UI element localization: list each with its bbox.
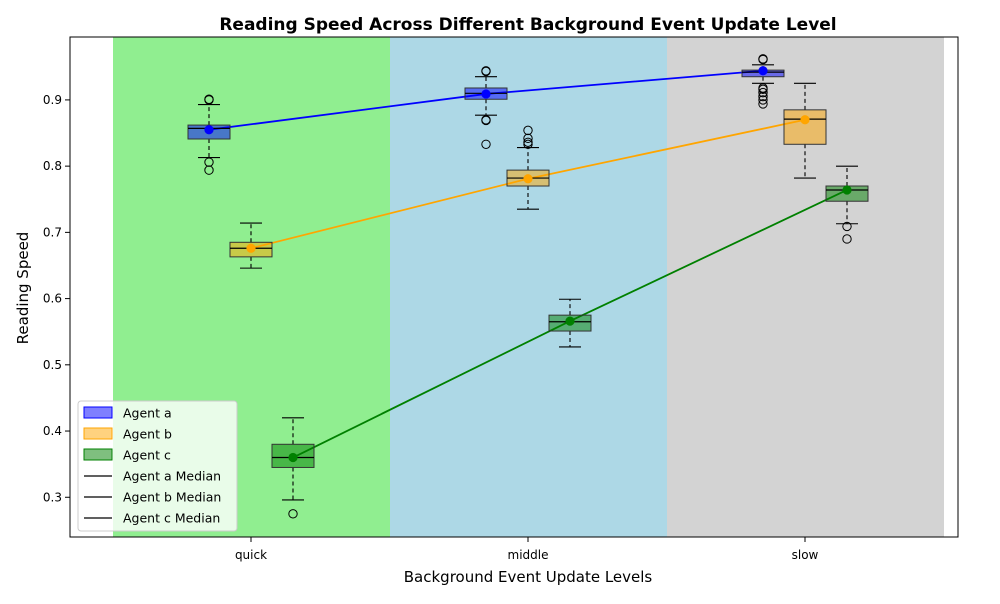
y-tick-label: 0.4 [43, 424, 62, 438]
chart-title: Reading Speed Across Different Backgroun… [219, 15, 836, 35]
y-tick-label: 0.6 [43, 292, 62, 306]
x-axis: quick middle slow [235, 537, 819, 562]
box-agent-c-slow [825, 165, 869, 244]
plot-frame [69, 36, 959, 538]
legend-swatch-agent-c [83, 448, 113, 461]
outlier-point [481, 139, 491, 149]
box-agent-b-slow [783, 82, 827, 179]
y-axis-label: Reading Speed [14, 232, 32, 345]
category-bands [113, 37, 944, 537]
outlier-point [523, 139, 533, 149]
outlier-point [758, 84, 768, 95]
y-tick-label: 0.5 [43, 358, 62, 372]
mean-point [523, 174, 533, 184]
x-tick-label-quick: quick [235, 548, 267, 562]
x-tick-label-slow: slow [792, 548, 819, 562]
band-middle [390, 37, 667, 537]
legend-swatch-agent-a [83, 406, 113, 419]
mean-point [565, 316, 575, 326]
box-body [783, 109, 827, 145]
x-tick-label-middle: middle [508, 548, 549, 562]
box-agent-a-quick [187, 94, 231, 175]
box-agent-c-middle [548, 298, 592, 348]
legend-label-agent-b-median: Agent b Median [123, 490, 221, 505]
y-tick-label: 0.9 [43, 93, 62, 107]
y-tick-label: 0.3 [43, 490, 62, 504]
outlier-point [288, 509, 298, 519]
legend-label-agent-c: Agent c [123, 448, 171, 463]
box-agent-b-quick [229, 222, 273, 269]
y-tick-label: 0.7 [43, 225, 62, 239]
outlier-point [842, 221, 852, 232]
outlier-point [481, 115, 491, 126]
legend-box [77, 400, 238, 532]
box-agent-b-middle [506, 125, 550, 210]
outlier-point [758, 95, 768, 105]
box-agent-a-slow [741, 54, 785, 109]
mean-point [758, 66, 768, 76]
outlier-point [758, 54, 768, 65]
legend-label-agent-b: Agent b [123, 427, 172, 442]
outlier-point [523, 133, 533, 144]
outlier-point [758, 99, 768, 109]
outlier-point [204, 165, 214, 175]
outlier-point [204, 94, 214, 104]
legend-label-agent-a: Agent a [123, 406, 172, 421]
box-agent-a-middle [464, 66, 508, 149]
x-axis-label: Background Event Update Levels [404, 568, 653, 586]
mean-point [288, 452, 298, 463]
mean-point [204, 125, 214, 135]
legend-label-agent-a-median: Agent a Median [123, 469, 221, 484]
legend-label-agent-c-median: Agent c Median [123, 511, 220, 526]
mean-point [842, 185, 852, 195]
y-axis: 0.3 0.4 0.5 0.6 0.7 0.8 0.9 [43, 93, 70, 504]
mean-point [246, 243, 256, 253]
legend-swatch-agent-b [83, 427, 113, 440]
y-tick-label: 0.8 [43, 159, 62, 173]
legend: Agent a Agent b Agent c Agent a Median Agent… [77, 400, 238, 532]
outlier-point [842, 234, 852, 244]
mean-point [800, 115, 810, 125]
outlier-point [758, 91, 768, 102]
outlier-point [758, 87, 768, 98]
outlier-point [481, 66, 491, 76]
boxes [187, 54, 869, 519]
mean-point [481, 89, 491, 99]
box-agent-c-quick [271, 417, 315, 519]
